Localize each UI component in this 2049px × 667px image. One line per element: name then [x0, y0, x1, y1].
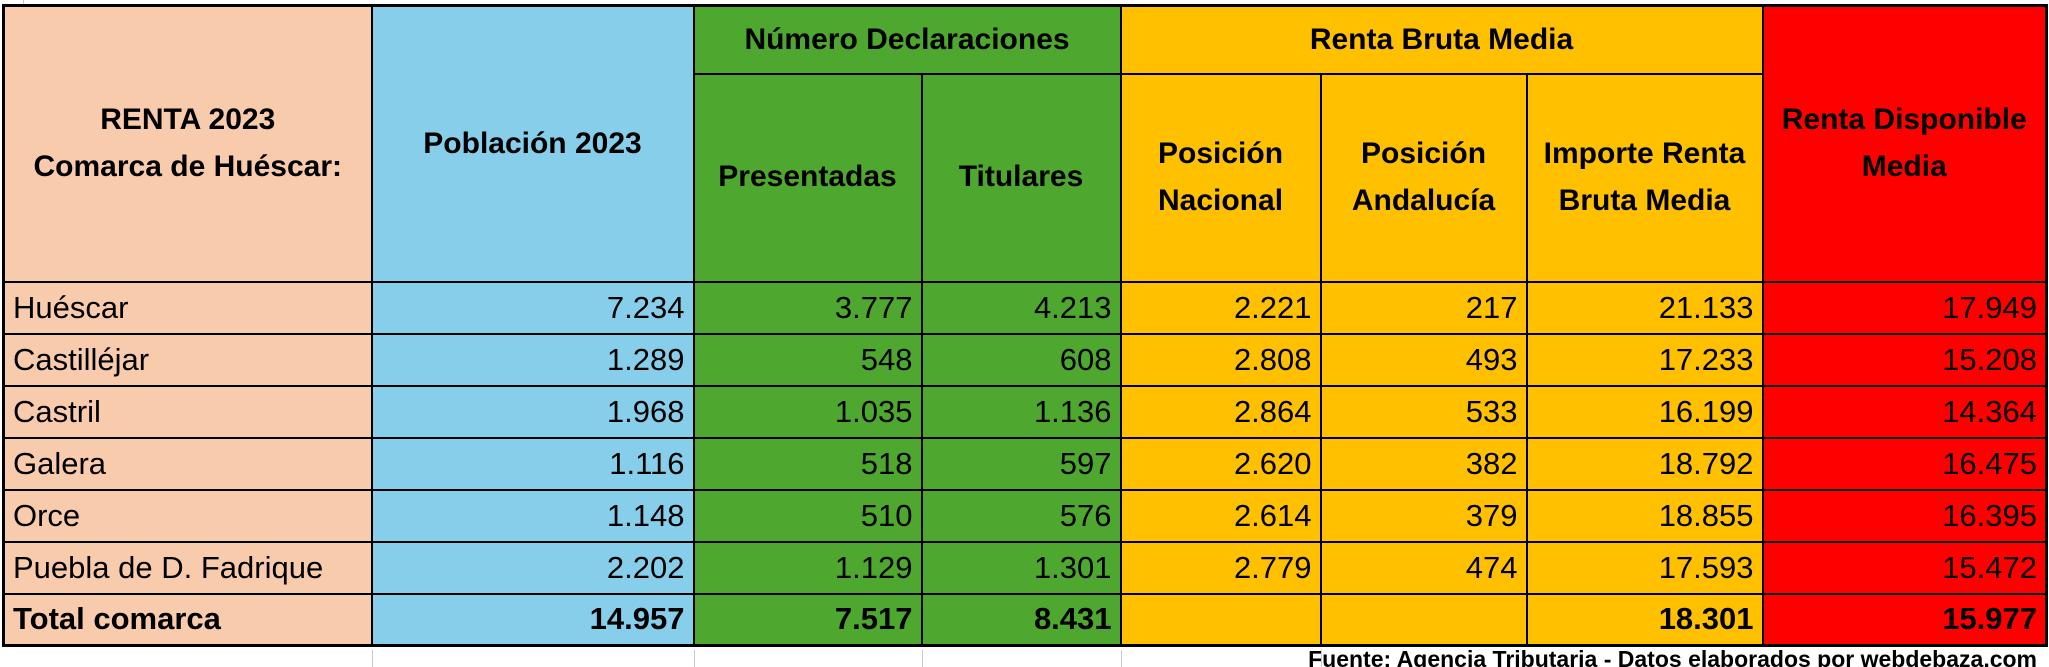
table-row-castillejar: Castilléjar 1.289 548 608 2.808 493 17.2… — [2, 332, 2048, 387]
cell-poblacion: 1.968 — [370, 384, 695, 439]
cell-pos-andalucia: 533 — [1319, 384, 1528, 439]
header-titulares: Titulares — [920, 72, 1122, 283]
cell-titulares: 608 — [920, 332, 1122, 387]
table-row-orce: Orce 1.148 510 576 2.614 379 18.855 16.3… — [2, 488, 2048, 543]
cell-presentadas: 548 — [692, 332, 923, 387]
cell-importe: 18.301 — [1525, 592, 1764, 647]
cell-pos-andalucia: 493 — [1319, 332, 1528, 387]
cell-pos-nacional: 2.779 — [1119, 540, 1322, 595]
cell-presentadas: 7.517 — [692, 592, 923, 647]
cell-pos-nacional: 2.620 — [1119, 436, 1322, 491]
header-poblacion: Población 2023 — [370, 4, 695, 283]
cell-pos-andalucia: 382 — [1319, 436, 1528, 491]
cell-importe: 18.855 — [1525, 488, 1764, 543]
table-row-castril: Castril 1.968 1.035 1.136 2.864 533 16.1… — [2, 384, 2048, 439]
cell-disponible: 15.472 — [1761, 540, 2048, 595]
cell-titulares: 1.136 — [920, 384, 1122, 439]
cell-total-label: Total comarca — [2, 592, 373, 647]
cell-presentadas: 1.035 — [692, 384, 923, 439]
table-row-galera: Galera 1.116 518 597 2.620 382 18.792 16… — [2, 436, 2048, 491]
cell-pos-nacional: 2.614 — [1119, 488, 1322, 543]
cell-presentadas: 518 — [692, 436, 923, 491]
cell-titulares: 8.431 — [920, 592, 1122, 647]
cell-titulares: 4.213 — [920, 280, 1122, 335]
header-posicion-nacional: Posición Nacional — [1119, 72, 1322, 283]
gridline — [1321, 650, 1322, 667]
cell-pos-nacional — [1119, 592, 1322, 647]
cell-poblacion: 2.202 — [370, 540, 695, 595]
gridline — [1121, 650, 1122, 667]
table-row-huescar: Huéscar 7.234 3.777 4.213 2.221 217 21.1… — [2, 280, 2048, 335]
cell-importe: 17.593 — [1525, 540, 1764, 595]
cell-poblacion: 1.116 — [370, 436, 695, 491]
cell-municipality: Castril — [2, 384, 373, 439]
cell-poblacion: 7.234 — [370, 280, 695, 335]
cell-titulares: 1.301 — [920, 540, 1122, 595]
cell-importe: 17.233 — [1525, 332, 1764, 387]
renta-table: RENTA 2023 Comarca de Huéscar: Población… — [2, 4, 2049, 647]
cell-disponible: 15.208 — [1761, 332, 2048, 387]
cell-municipality: Puebla de D. Fadrique — [2, 540, 373, 595]
cell-pos-andalucia: 217 — [1319, 280, 1528, 335]
cell-importe: 18.792 — [1525, 436, 1764, 491]
cell-disponible: 15.977 — [1761, 592, 2048, 647]
cell-presentadas: 1.129 — [692, 540, 923, 595]
cell-municipality: Galera — [2, 436, 373, 491]
cell-titulares: 597 — [920, 436, 1122, 491]
cell-presentadas: 3.777 — [692, 280, 923, 335]
cell-poblacion: 1.289 — [370, 332, 695, 387]
header-renta-disponible: Renta Disponible Media — [1761, 4, 2048, 283]
cell-municipality: Orce — [2, 488, 373, 543]
cell-disponible: 16.395 — [1761, 488, 2048, 543]
gridline — [694, 650, 695, 667]
cell-disponible: 16.475 — [1761, 436, 2048, 491]
cell-presentadas: 510 — [692, 488, 923, 543]
cell-municipality: Castilléjar — [2, 332, 373, 387]
header-posicion-andalucia: Posición Andalucía — [1319, 72, 1528, 283]
cell-poblacion: 1.148 — [370, 488, 695, 543]
cell-disponible: 14.364 — [1761, 384, 2048, 439]
table-row-puebla: Puebla de D. Fadrique 2.202 1.129 1.301 … — [2, 540, 2048, 595]
cell-pos-nacional: 2.864 — [1119, 384, 1322, 439]
gridline — [922, 650, 923, 667]
cell-importe: 21.133 — [1525, 280, 1764, 335]
cell-pos-andalucia — [1319, 592, 1528, 647]
cell-disponible: 17.949 — [1761, 280, 2048, 335]
gridline — [23, 0, 24, 4]
table-row-total: Total comarca 14.957 7.517 8.431 18.301 … — [2, 592, 2048, 647]
header-importe-renta: Importe Renta Bruta Media — [1525, 72, 1764, 283]
gridline — [372, 650, 373, 667]
source-attribution: Fuente: Agencia Tributaria - Datos elabo… — [1308, 646, 2037, 667]
cell-importe: 16.199 — [1525, 384, 1764, 439]
header-renta-title: RENTA 2023 Comarca de Huéscar: — [2, 4, 373, 283]
cell-titulares: 576 — [920, 488, 1122, 543]
cell-pos-nacional: 2.808 — [1119, 332, 1322, 387]
cell-pos-andalucia: 474 — [1319, 540, 1528, 595]
cell-pos-nacional: 2.221 — [1119, 280, 1322, 335]
header-group-declaraciones: Número Declaraciones — [692, 4, 1122, 75]
cell-poblacion: 14.957 — [370, 592, 695, 647]
cell-municipality: Huéscar — [2, 280, 373, 335]
cell-pos-andalucia: 379 — [1319, 488, 1528, 543]
header-presentadas: Presentadas — [692, 72, 923, 283]
header-group-renta-bruta: Renta Bruta Media — [1119, 4, 1764, 75]
